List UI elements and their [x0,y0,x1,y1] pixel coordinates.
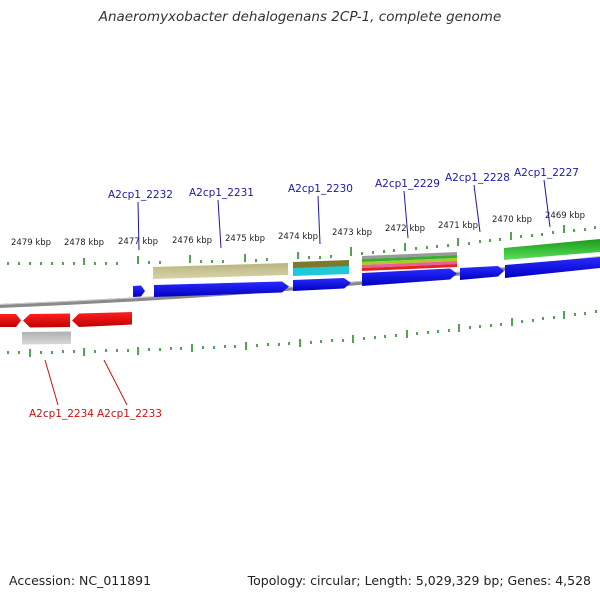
accession-text: Accession: NC_011891 [9,573,152,588]
cds-arrow[interactable] [460,266,504,280]
gene-label[interactable]: A2cp1_2229 [375,178,440,190]
kbp-label: 2469 kbp [545,211,585,221]
kbp-label: 2471 kbp [438,221,478,231]
feature-gray [22,331,71,345]
gene-label[interactable]: A2cp1_2230 [288,183,353,195]
kbp-label: 2479 kbp [11,238,51,248]
reverse-cds-track[interactable] [0,312,132,345]
gene-label[interactable]: A2cp1_2232 [108,189,173,201]
kbp-label: 2476 kbp [172,236,212,246]
reverse-gene-leaders [44,359,128,406]
cds-arrow[interactable] [23,313,70,328]
genome-stats-text: Topology: circular; Length: 5,029,329 bp… [247,573,591,588]
gene-label[interactable]: A2cp1_2227 [514,167,579,179]
forward-cds-track[interactable] [133,257,600,297]
gene-label[interactable]: A2cp1_2233 [97,408,162,420]
kbp-label: 2472 kbp [385,224,425,234]
cds-arrow[interactable] [72,312,132,327]
upper-tick-track [7,225,596,265]
cds-arrow[interactable] [0,314,21,327]
kbp-label: 2478 kbp [64,238,104,248]
cds-arrow[interactable] [505,257,600,278]
kbp-label: 2470 kbp [492,215,532,225]
feature-track-upper [153,239,600,279]
kbp-label: 2477 kbp [118,237,158,247]
gene-label[interactable]: A2cp1_2234 [29,408,94,420]
genome-title: Anaeromyxobacter dehalogenans 2CP-1, com… [98,9,502,25]
gene-label[interactable]: A2cp1_2231 [189,187,254,199]
cds-arrow[interactable] [362,268,457,287]
cds-arrow[interactable] [133,285,145,298]
lower-tick-track [7,310,597,357]
cds-arrow[interactable] [154,281,289,298]
kbp-label: 2474 kbp [278,232,318,242]
forward-gene-leaders [137,179,551,251]
kbp-label: 2475 kbp [225,234,265,244]
kbp-label: 2473 kbp [332,228,372,238]
cds-arrow[interactable] [293,278,351,291]
gene-label[interactable]: A2cp1_2228 [445,172,510,184]
